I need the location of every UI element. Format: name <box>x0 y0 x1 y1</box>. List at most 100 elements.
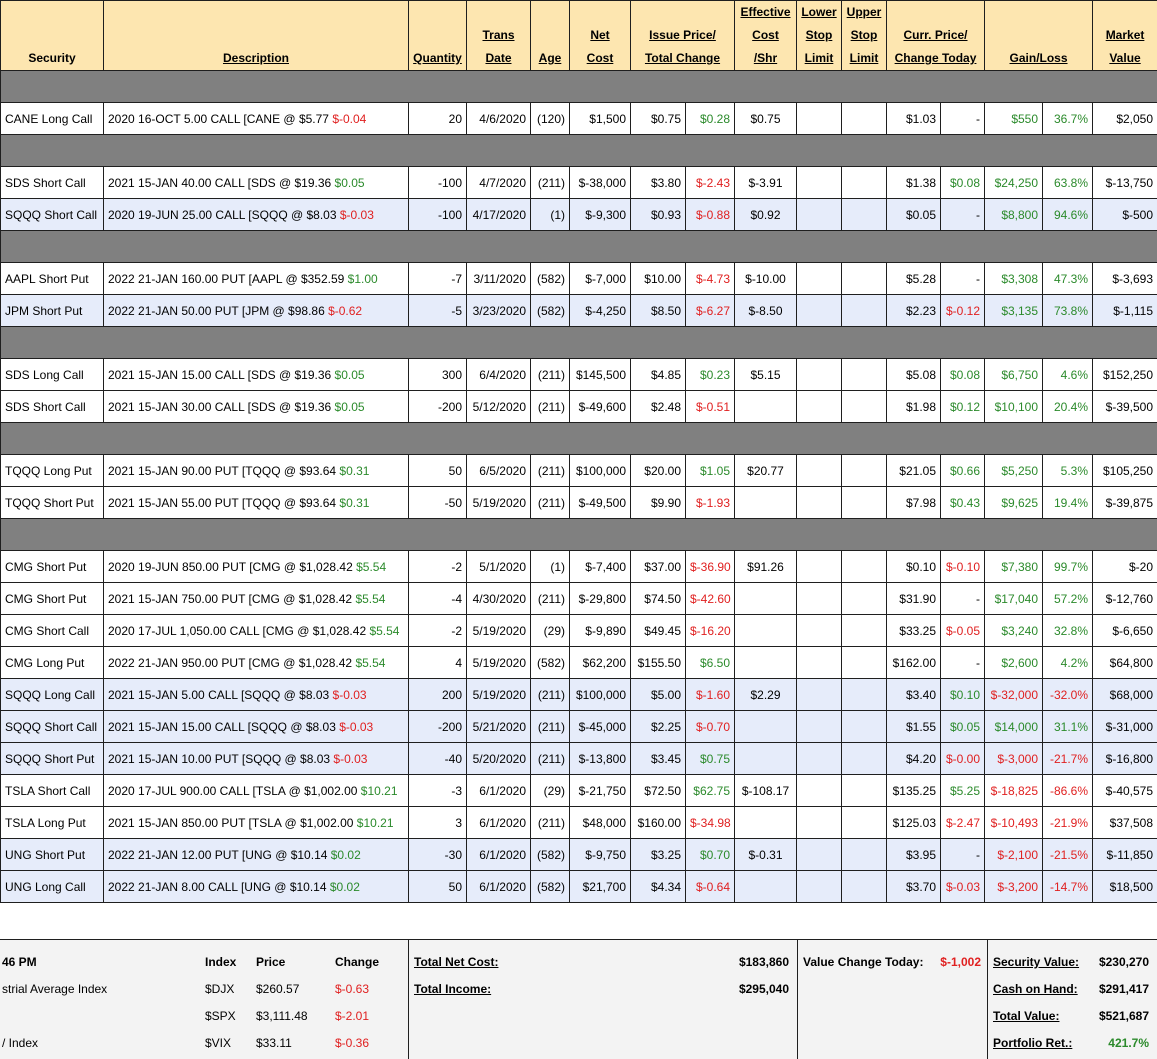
col-gain-loss[interactable]: Gain/Loss <box>985 1 1093 71</box>
security-cell: JPM Short Put <box>1 295 104 327</box>
gain-loss-cell: $8,800 <box>985 199 1043 231</box>
change-header: Change <box>335 955 379 969</box>
lower-stop-cell <box>797 871 842 903</box>
gain-loss-pct-cell: -14.7% <box>1043 871 1093 903</box>
description-cell: 2022 21-JAN 8.00 CALL [UNG @ $10.14 $0.0… <box>104 871 409 903</box>
portfolio-ret-label: Portfolio Ret.: <box>993 1036 1072 1050</box>
upper-stop-cell <box>842 103 887 135</box>
age-cell: (582) <box>531 647 570 679</box>
issue-price-cell: $49.45 <box>631 615 686 647</box>
quantity-cell: -100 <box>409 167 467 199</box>
col-curr-price[interactable]: Curr. Price/Change Today <box>887 1 985 71</box>
market-value-cell: $-20 <box>1093 551 1157 583</box>
quantity-cell: 50 <box>409 871 467 903</box>
gain-loss-pct-cell: 99.7% <box>1043 551 1093 583</box>
gain-loss-cell: $-2,100 <box>985 839 1043 871</box>
age-cell: (582) <box>531 871 570 903</box>
trans-date-cell: 3/23/2020 <box>467 295 531 327</box>
trans-date-cell: 5/19/2020 <box>467 487 531 519</box>
underlying-change: $1.00 <box>348 272 378 286</box>
gain-loss-cell: $7,380 <box>985 551 1043 583</box>
curr-price-cell: $125.03 <box>887 807 941 839</box>
upper-stop-cell <box>842 551 887 583</box>
change-today-cell: $0.66 <box>941 455 985 487</box>
description-cell: 2022 21-JAN 50.00 PUT [JPM @ $98.86 $-0.… <box>104 295 409 327</box>
total-change-cell: $-6.27 <box>686 295 735 327</box>
upper-stop-cell <box>842 679 887 711</box>
underlying-change: $-0.03 <box>340 208 374 222</box>
description-text: 2020 16-OCT 5.00 CALL [CANE @ $5.77 <box>108 112 332 126</box>
gain-loss-cell: $2,600 <box>985 647 1043 679</box>
total-change-cell: $-2.43 <box>686 167 735 199</box>
gain-loss-pct-cell: 94.6% <box>1043 199 1093 231</box>
upper-stop-cell <box>842 807 887 839</box>
change-today-cell: $0.05 <box>941 711 985 743</box>
lower-stop-cell <box>797 199 842 231</box>
curr-price-cell: $2.23 <box>887 295 941 327</box>
description-cell: 2021 15-JAN 90.00 PUT [TQQQ @ $93.64 $0.… <box>104 455 409 487</box>
total-change-cell: $-4.73 <box>686 263 735 295</box>
quantity-cell: 3 <box>409 807 467 839</box>
col-description[interactable]: Description <box>104 1 409 71</box>
security-cell: TQQQ Short Put <box>1 487 104 519</box>
col-security[interactable]: Security <box>1 1 104 71</box>
cash-on-hand: $291,417 <box>1099 982 1149 996</box>
curr-price-cell: $135.25 <box>887 775 941 807</box>
lower-stop-cell <box>797 679 842 711</box>
market-value-cell: $2,050 <box>1093 103 1157 135</box>
description-cell: 2021 15-JAN 40.00 CALL [SDS @ $19.36 $0.… <box>104 167 409 199</box>
market-value-cell: $68,000 <box>1093 679 1157 711</box>
col-quantity[interactable]: Quantity <box>409 1 467 71</box>
group-separator <box>1 135 1157 167</box>
change-today-cell: - <box>941 839 985 871</box>
total-net-cost-value: $183,860 <box>739 955 789 969</box>
description-cell: 2021 15-JAN 30.00 CALL [SDS @ $19.36 $0.… <box>104 391 409 423</box>
net-cost-cell: $-9,750 <box>570 839 631 871</box>
summary-footer: 46 PM Index Price Change strial Average … <box>0 939 1157 1059</box>
description-cell: 2021 15-JAN 750.00 PUT [CMG @ $1,028.42 … <box>104 583 409 615</box>
gain-loss-pct-cell: -21.7% <box>1043 743 1093 775</box>
value-change-label: Value Change Today: <box>803 955 923 969</box>
lower-stop-cell <box>797 295 842 327</box>
trans-date-cell: 4/30/2020 <box>467 583 531 615</box>
quantity-cell: -50 <box>409 487 467 519</box>
issue-price-cell: $160.00 <box>631 807 686 839</box>
col-issue-price[interactable]: Issue Price/Total Change <box>631 1 735 71</box>
separator-cell <box>1 423 1157 455</box>
trans-date-cell: 5/21/2020 <box>467 711 531 743</box>
security-cell: TQQQ Long Put <box>1 455 104 487</box>
col-age[interactable]: Age <box>531 1 570 71</box>
total-change-cell: $-1.60 <box>686 679 735 711</box>
age-cell: (29) <box>531 615 570 647</box>
security-cell: CMG Short Put <box>1 551 104 583</box>
upper-stop-cell <box>842 455 887 487</box>
market-value-cell: $-500 <box>1093 199 1157 231</box>
market-value-cell: $-6,650 <box>1093 615 1157 647</box>
